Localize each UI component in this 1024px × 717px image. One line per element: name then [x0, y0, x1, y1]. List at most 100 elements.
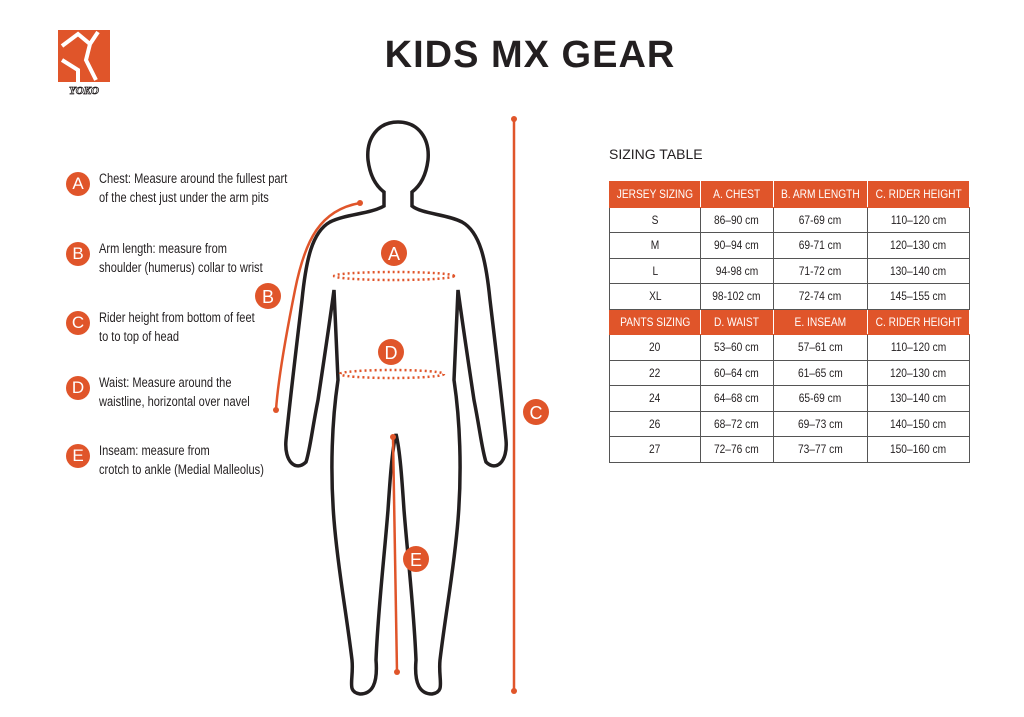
- table-cell: 86–90 cm: [699, 206, 774, 233]
- table-cell: L: [609, 257, 701, 284]
- table-cell: 69–73 cm: [772, 410, 868, 437]
- marker-b: B: [255, 283, 281, 309]
- table-cell: 60–64 cm: [699, 359, 774, 386]
- legend-text: to to top of head: [99, 329, 180, 344]
- table-cell: 120–130 cm: [866, 232, 971, 259]
- svg-text:C: C: [530, 403, 543, 423]
- table-row: M 90–94 cm 69-71 cm 120–130 cm: [609, 232, 971, 259]
- badge-c: C: [66, 311, 90, 335]
- inseam-line: [391, 436, 399, 673]
- badge-e: E: [66, 444, 90, 468]
- table-cell: 120–130 cm: [866, 359, 971, 386]
- legend-text: Waist: Measure around the: [99, 375, 232, 390]
- cell-text: 57–61 cm: [797, 340, 843, 355]
- badge-a: A: [66, 172, 90, 196]
- legend-text: of the chest just under the arm pits: [99, 190, 269, 205]
- cell-text: 145–155 cm: [890, 289, 947, 304]
- legend-text: waistline, horizontal over navel: [99, 394, 250, 409]
- legend-text: Rider height from bottom of feet: [99, 310, 255, 325]
- header-cell: A. CHEST: [699, 181, 774, 208]
- cell-text: 98-102 cm: [712, 289, 761, 304]
- table-cell: 72–76 cm: [699, 436, 774, 463]
- table-header-row: JERSEY SIZING A. CHEST B. ARM LENGTH C. RID…: [609, 181, 971, 208]
- page-title: KIDS MX GEAR: [384, 34, 676, 76]
- table-cell: 67-69 cm: [772, 206, 868, 233]
- legend-text: crotch to ankle (Medial Malleolus): [99, 462, 264, 477]
- cell-text: 86–90 cm: [714, 212, 760, 227]
- header-cell: C. RIDER HEIGHT: [866, 308, 971, 335]
- table-cell: S: [609, 206, 701, 233]
- header-cell: JERSEY SIZING: [609, 181, 701, 208]
- cell-text: 65-69 cm: [798, 391, 842, 406]
- table-cell: 57–61 cm: [772, 334, 868, 361]
- header-cell: D. WAIST: [699, 308, 774, 335]
- cell-text: 73–77 cm: [797, 442, 843, 457]
- table-cell: 90–94 cm: [699, 232, 774, 259]
- legend-chest: A Chest: Measure around the fullest part…: [66, 169, 329, 207]
- cell-text: 24: [649, 391, 661, 406]
- table-cell: 68–72 cm: [699, 410, 774, 437]
- table-cell: 27: [609, 436, 701, 463]
- table-cell: 140–150 cm: [866, 410, 971, 437]
- table-cell: 150–160 cm: [866, 436, 971, 463]
- badge-b: B: [66, 242, 90, 266]
- table-title: SIZING TABLE: [609, 146, 703, 162]
- cell-text: 68–72 cm: [714, 416, 760, 431]
- table-cell: 72-74 cm: [772, 283, 868, 310]
- header-cell: E. INSEAM: [772, 308, 868, 335]
- svg-text:E: E: [410, 550, 422, 570]
- header-cell: PANTS SIZING: [609, 308, 701, 335]
- legend-text: Chest: Measure around the fullest part: [99, 171, 288, 186]
- cell-text: A. CHEST: [713, 187, 761, 202]
- svg-text:B: B: [262, 287, 274, 307]
- header-cell: B. ARM LENGTH: [772, 181, 868, 208]
- cell-text: D. WAIST: [714, 314, 760, 329]
- legend-text: Arm length: measure from: [99, 241, 227, 256]
- legend-text: shoulder (humerus) collar to wrist: [99, 260, 263, 275]
- cell-text: 20: [649, 340, 661, 355]
- cell-text: 67-69 cm: [798, 212, 842, 227]
- table-cell: 64–68 cm: [699, 385, 774, 412]
- table-cell: M: [609, 232, 701, 259]
- chest-line: [332, 270, 456, 282]
- table-header-row: PANTS SIZING D. WAIST E. INSEAM C. RIDER HE…: [609, 308, 971, 335]
- cell-text: 94-98 cm: [715, 263, 759, 278]
- cell-text: PANTS SIZING: [619, 314, 690, 329]
- cell-text: 110–120 cm: [890, 340, 947, 355]
- table-cell: 94-98 cm: [699, 257, 774, 284]
- svg-text:D: D: [385, 343, 398, 363]
- table-row: S 86–90 cm 67-69 cm 110–120 cm: [609, 206, 971, 233]
- cell-text: XL: [648, 289, 662, 304]
- table-cell: 110–120 cm: [866, 334, 971, 361]
- table-cell: 69-71 cm: [772, 232, 868, 259]
- svg-text:A: A: [388, 244, 400, 264]
- cell-text: 27: [649, 442, 661, 457]
- table-cell: 110–120 cm: [866, 206, 971, 233]
- cell-text: 72-74 cm: [798, 289, 842, 304]
- table-cell: 53–60 cm: [699, 334, 774, 361]
- cell-text: L: [652, 263, 658, 278]
- sizing-table: JERSEY SIZING A. CHEST B. ARM LENGTH C. RID…: [609, 181, 971, 463]
- marker-e: E: [403, 546, 429, 572]
- cell-text: M: [650, 238, 660, 253]
- marker-c: C: [523, 399, 549, 425]
- cell-text: 60–64 cm: [714, 365, 760, 380]
- arm-line: [274, 201, 361, 411]
- cell-text: 72–76 cm: [714, 442, 760, 457]
- table-row: 26 68–72 cm 69–73 cm 140–150 cm: [609, 410, 971, 437]
- table-cell: 145–155 cm: [866, 283, 971, 310]
- marker-a: A: [381, 240, 407, 266]
- cell-text: C. RIDER HEIGHT: [875, 314, 962, 329]
- table-cell: 26: [609, 410, 701, 437]
- cell-text: E. INSEAM: [794, 314, 847, 329]
- legend-text: Inseam: measure from: [99, 443, 210, 458]
- cell-text: C. RIDER HEIGHT: [875, 187, 962, 202]
- cell-text: 64–68 cm: [714, 391, 760, 406]
- table-cell: 71-72 cm: [772, 257, 868, 284]
- table-row: L 94-98 cm 71-72 cm 130–140 cm: [609, 257, 971, 284]
- cell-text: 130–140 cm: [890, 263, 947, 278]
- cell-text: 120–130 cm: [890, 365, 947, 380]
- cell-text: 90–94 cm: [714, 238, 760, 253]
- cell-text: 69–73 cm: [797, 416, 843, 431]
